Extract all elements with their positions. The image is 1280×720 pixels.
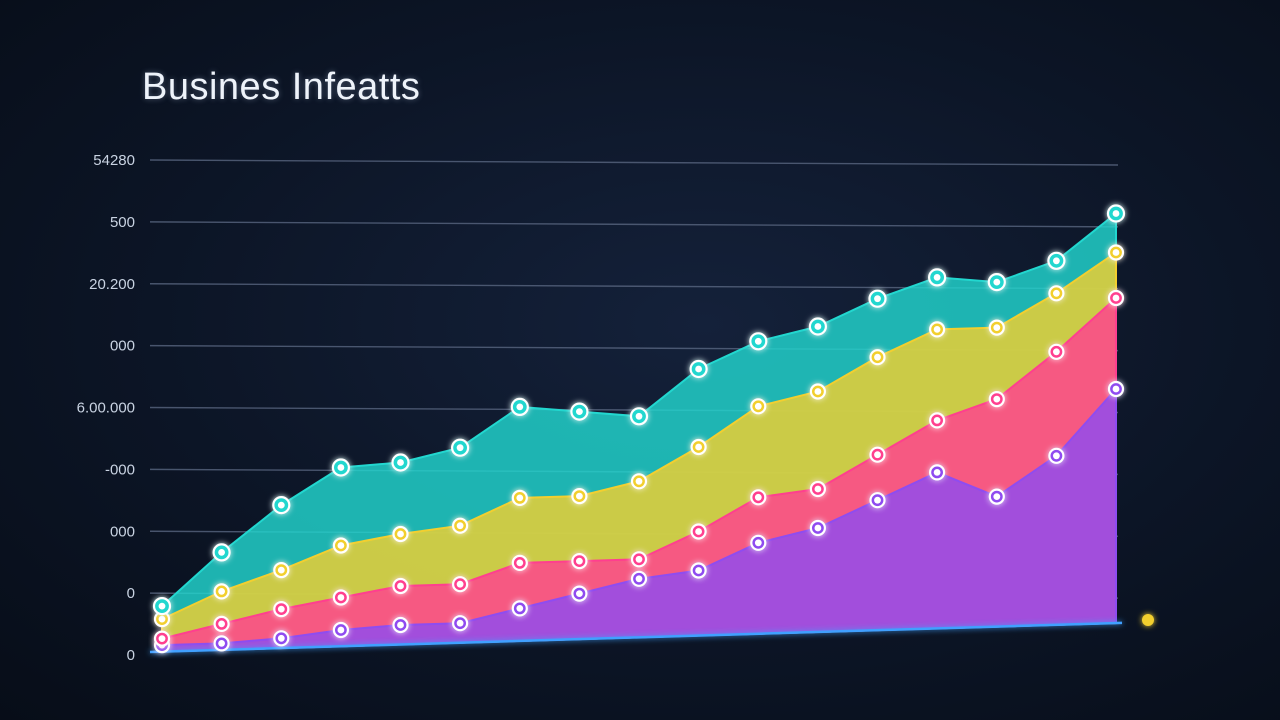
gridline [149, 221, 1119, 228]
data-point-core [576, 590, 583, 597]
data-point-core [754, 493, 762, 501]
data-point-core [456, 580, 464, 588]
y-tick-label: 000 [110, 523, 135, 540]
data-point-core [695, 443, 702, 451]
y-tick-label: 500 [110, 214, 135, 231]
data-point-core [516, 403, 524, 411]
data-point-core [218, 588, 226, 595]
data-point-core [993, 395, 1001, 403]
data-point-core [695, 365, 702, 373]
data-point-core [635, 477, 643, 485]
gridline [149, 159, 1119, 166]
data-point-core [456, 444, 464, 452]
data-point-core [1112, 294, 1120, 302]
data-point-core [933, 469, 941, 476]
data-point-core [337, 626, 345, 634]
data-point-core [1112, 210, 1120, 217]
data-point-core [635, 555, 643, 563]
y-tick-label: 000 [110, 338, 135, 355]
data-point-core [516, 494, 524, 502]
data-point-core [933, 417, 941, 424]
y-tick-label: 0 [127, 585, 135, 602]
data-point-core [993, 493, 1001, 500]
data-point-core [397, 459, 404, 466]
y-tick-label: 20.200 [89, 276, 135, 293]
data-point-core [874, 451, 881, 459]
data-points [152, 204, 1126, 654]
data-point-core [933, 326, 941, 333]
data-point-core [1053, 257, 1060, 265]
data-point-core [754, 337, 762, 345]
data-point-core [277, 566, 285, 574]
data-point-core [814, 485, 822, 493]
data-point-core [993, 324, 1001, 331]
axes [149, 158, 1154, 654]
data-point-core [814, 323, 822, 330]
data-point-core [337, 464, 345, 471]
data-point-core [158, 602, 166, 610]
data-point-core [516, 559, 524, 567]
data-point-core [576, 492, 583, 500]
data-point-core [397, 530, 404, 538]
data-point-core [277, 501, 285, 509]
data-point-core [754, 402, 762, 410]
data-point-core [337, 594, 345, 601]
data-point-core [695, 567, 702, 574]
data-point-core [218, 549, 226, 556]
data-point-core [337, 542, 345, 549]
data-point-core [1053, 452, 1060, 460]
data-point-core [814, 524, 822, 532]
data-point-core [1053, 348, 1060, 356]
y-tick-label: 54280 [93, 152, 135, 169]
y-tick-label: 6.00.000 [77, 400, 135, 417]
data-point-core [218, 640, 226, 647]
data-point-core [1053, 289, 1060, 297]
data-point-core [635, 412, 643, 420]
y-tick-label: 0 [127, 647, 135, 664]
data-point-core [456, 522, 464, 530]
data-point-core [874, 353, 881, 361]
data-point-core [277, 605, 285, 613]
data-point-core [158, 615, 166, 623]
area-series-0 [161, 386, 1117, 653]
data-point-core [576, 408, 583, 415]
data-point-core [218, 620, 226, 628]
data-point-core [814, 388, 822, 395]
data-point-core [277, 634, 285, 642]
y-tick-label: -000 [105, 461, 135, 478]
data-point-core [695, 528, 702, 535]
data-point-core [456, 619, 464, 627]
data-point-core [397, 582, 404, 590]
data-point-core [933, 274, 941, 281]
data-point-core [397, 621, 404, 629]
data-point-core [993, 278, 1001, 286]
data-point-core [754, 539, 762, 547]
data-point-core [576, 557, 583, 565]
data-point-core [1112, 385, 1120, 393]
chart-title: Busines Infeatts [142, 66, 421, 108]
data-point-core [874, 496, 881, 504]
data-point-core [158, 635, 166, 642]
x-axis-line [149, 621, 1123, 654]
stray-marker [1142, 614, 1154, 626]
data-point-core [516, 605, 524, 612]
data-point-core [635, 575, 643, 583]
data-point-core [874, 295, 881, 303]
data-point-core [1112, 249, 1120, 256]
